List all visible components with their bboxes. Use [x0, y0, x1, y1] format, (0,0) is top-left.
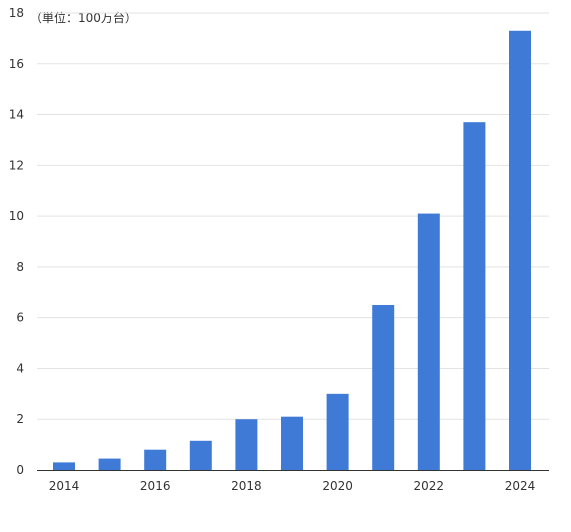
- y-tick-label: 14: [9, 108, 24, 122]
- bar-2018: [235, 419, 258, 470]
- y-tick-label: 8: [16, 260, 24, 274]
- x-axis-ticks: 2014 2016 2018 2020 2022 2024: [49, 479, 536, 493]
- y-axis-ticks: 0 2 4 6 8 10 12 14 16 18: [9, 6, 24, 477]
- bars: [53, 30, 531, 471]
- bar-2015: [98, 458, 121, 470]
- y-tick-label: 2: [16, 412, 24, 426]
- bar-2022: [417, 213, 440, 471]
- bar-2017: [189, 440, 212, 470]
- y-tick-label: 16: [9, 57, 24, 71]
- bar-2020: [326, 393, 349, 470]
- y-tick-label: 18: [9, 6, 24, 20]
- bar-2016: [144, 449, 167, 470]
- y-tick-label: 0: [16, 463, 24, 477]
- x-tick-label: 2018: [231, 479, 262, 493]
- y-tick-label: 4: [16, 361, 24, 375]
- x-tick-label: 2022: [414, 479, 445, 493]
- bar-2019: [281, 416, 303, 470]
- unit-label: （単位：100万台）: [30, 10, 137, 25]
- bar-2023: [463, 122, 486, 470]
- y-tick-label: 12: [9, 158, 24, 172]
- grid-lines: [37, 12, 549, 420]
- x-tick-label: 2014: [49, 479, 80, 493]
- x-tick-label: 2024: [505, 479, 536, 493]
- x-tick-label: 2020: [322, 479, 353, 493]
- x-tick-label: 2016: [140, 479, 171, 493]
- bar-2024: [509, 30, 531, 471]
- bar-2021: [372, 304, 395, 470]
- y-tick-label: 6: [16, 311, 24, 325]
- y-tick-label: 10: [9, 209, 24, 223]
- bar-2014: [53, 462, 75, 470]
